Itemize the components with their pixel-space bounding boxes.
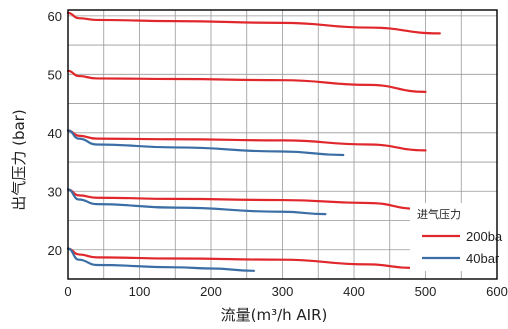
x-axis-title: 流量(m³/h AIR) (221, 306, 328, 324)
series-line-6 (66, 188, 327, 216)
plot-frame (67, 9, 498, 280)
y-tick-label: 50 (48, 67, 62, 82)
series-line-3 (66, 188, 420, 210)
x-tick-labels: 0 100 200 300 400 500 600 (64, 284, 507, 299)
y-tick-labels: 20 30 40 50 60 (48, 9, 62, 258)
series-line-2 (66, 129, 427, 152)
legend-label-200ba: 200ba (466, 229, 503, 244)
series-line-0 (66, 11, 441, 35)
series-line-7 (66, 247, 255, 272)
legend-title: 进气压力 (417, 207, 461, 221)
y-tick-label: 40 (48, 126, 62, 141)
x-tick-label: 400 (343, 284, 365, 299)
x-tick-label: 600 (486, 284, 508, 299)
x-tick-label: 300 (272, 284, 294, 299)
series-line-5 (66, 129, 345, 157)
series-lines (66, 11, 441, 272)
y-tick-label: 30 (48, 184, 62, 199)
legend: 进气压力 200ba 40bar (417, 207, 503, 266)
legend-label-40bar: 40bar (466, 251, 500, 266)
y-axis-title: 出气压力 (bar) (10, 109, 28, 210)
x-tick-label: 100 (129, 284, 151, 299)
x-tick-label: 500 (415, 284, 437, 299)
y-tick-label: 20 (48, 243, 62, 258)
series-line-1 (66, 69, 427, 93)
y-tick-label: 60 (48, 9, 62, 24)
x-tick-label: 200 (200, 284, 222, 299)
x-tick-label: 0 (64, 284, 71, 299)
series-line-4 (66, 247, 413, 269)
